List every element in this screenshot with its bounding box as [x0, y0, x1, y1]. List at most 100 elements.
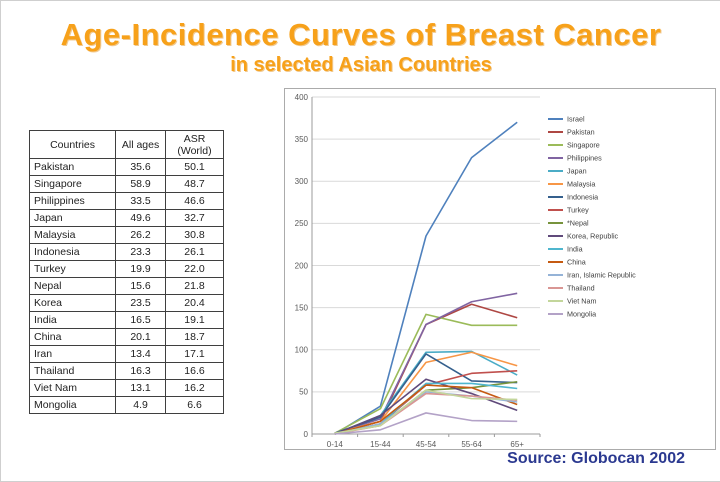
table-row: Indonesia 23.3 26.1 — [28, 243, 225, 261]
age-incidence-line-chart: 0 50 100 150 200 250 300 350 400 0-14 15-44 45-54 55… — [295, 93, 636, 449]
cell-all-ages: 23.5 — [115, 294, 166, 312]
table-row: Thailand 16.3 16.6 — [28, 362, 225, 380]
cell-all-ages: 13.4 — [115, 345, 166, 363]
table-row: Singapore 58.9 48.7 — [28, 175, 225, 193]
table-row: India 16.5 19.1 — [28, 311, 225, 329]
legend-label: Viet Nam — [567, 297, 596, 306]
cell-country: Pakistan — [28, 158, 117, 176]
cell-all-ages: 4.9 — [115, 396, 166, 414]
table-row: Pakistan 35.6 50.1 — [28, 158, 225, 176]
x-axis-tick-label: 45-54 — [416, 440, 437, 449]
cell-asr: 22.0 — [164, 260, 225, 278]
series-line-singapore — [334, 313, 518, 434]
x-axis-tick-label: 65+ — [510, 440, 524, 449]
table-row: Viet Nam 13.1 16.2 — [28, 379, 225, 397]
legend-label: Singapore — [567, 141, 600, 150]
cell-asr: 18.7 — [164, 328, 225, 346]
cell-all-ages: 58.9 — [115, 175, 166, 193]
cell-all-ages: 33.5 — [115, 192, 166, 210]
cell-all-ages: 16.3 — [115, 362, 166, 380]
series-line-philippines — [334, 292, 518, 434]
x-axis-tick-label: 55-64 — [461, 440, 482, 449]
y-axis-tick-label: 350 — [295, 135, 309, 144]
legend-label: Japan — [567, 167, 587, 176]
cell-country: Korea — [28, 294, 117, 312]
cell-asr: 19.1 — [164, 311, 225, 329]
cell-asr: 6.6 — [164, 396, 225, 414]
table-row: Korea 23.5 20.4 — [28, 294, 225, 312]
y-axis-tick-label: 400 — [295, 93, 309, 102]
cell-country: Singapore — [28, 175, 117, 193]
incidence-table: Countries All ages ASR (World) Pakistan 3… — [28, 130, 225, 414]
table-header-asr: ASR (World) — [164, 130, 225, 159]
source-caption: Source: Globocan 2002 — [507, 450, 685, 467]
table-row: Japan 49.6 32.7 — [28, 209, 225, 227]
legend-label: China — [567, 258, 586, 267]
cell-all-ages: 26.2 — [115, 226, 166, 244]
cell-asr: 30.8 — [164, 226, 225, 244]
cell-asr: 46.6 — [164, 192, 225, 210]
series-line-china — [334, 384, 518, 435]
page-subtitle: in selected Asian Countries — [230, 54, 492, 76]
legend-label: *Nepal — [567, 219, 589, 228]
cell-country: China — [28, 328, 117, 346]
series-line-viet-nam — [334, 389, 518, 434]
cell-all-ages: 15.6 — [115, 277, 166, 295]
legend-label: Malaysia — [567, 180, 595, 189]
cell-all-ages: 35.6 — [115, 158, 166, 176]
cell-all-ages: 13.1 — [115, 379, 166, 397]
cell-all-ages: 19.9 — [115, 260, 166, 278]
cell-asr: 48.7 — [164, 175, 225, 193]
y-axis-tick-label: 100 — [295, 346, 309, 355]
table-row: Nepal 15.6 21.8 — [28, 277, 225, 295]
cell-country: Viet Nam — [28, 379, 117, 397]
y-axis-tick-label: 0 — [304, 430, 309, 439]
table-row: Mongolia 4.9 6.6 — [28, 396, 225, 414]
legend-label: India — [567, 245, 583, 254]
legend-label: Mongolia — [567, 310, 596, 319]
cell-country: Philippines — [28, 192, 117, 210]
legend-label: Israel — [567, 115, 585, 124]
y-axis-tick-label: 50 — [299, 388, 308, 397]
legend-label: Turkey — [567, 206, 589, 215]
cell-country: India — [28, 311, 117, 329]
table-row: Philippines 33.5 46.6 — [28, 192, 225, 210]
cell-country: Turkey — [28, 260, 117, 278]
y-axis-tick-label: 300 — [295, 177, 309, 186]
table-row: China 20.1 18.7 — [28, 328, 225, 346]
cell-all-ages: 49.6 — [115, 209, 166, 227]
legend-label: Indonesia — [567, 193, 598, 202]
cell-country: Iran — [28, 345, 117, 363]
cell-asr: 50.1 — [164, 158, 225, 176]
series-line-israel — [334, 121, 518, 435]
y-axis-tick-label: 150 — [295, 303, 309, 312]
series-line-mongolia — [334, 412, 518, 435]
x-axis-tick-label: 15-44 — [370, 440, 391, 449]
cell-asr: 26.1 — [164, 243, 225, 261]
cell-country: Japan — [28, 209, 117, 227]
table-header-countries: Countries — [28, 130, 117, 159]
table-row: Malaysia 26.2 30.8 — [28, 226, 225, 244]
y-axis-tick-label: 250 — [295, 219, 309, 228]
cell-asr: 32.7 — [164, 209, 225, 227]
legend-label: Korea, Republic — [567, 232, 619, 241]
cell-all-ages: 16.5 — [115, 311, 166, 329]
legend-label: Thailand — [567, 284, 595, 293]
cell-asr: 17.1 — [164, 345, 225, 363]
page-title: Age-Incidence Curves of Breast Cancer — [60, 17, 662, 52]
table-row: Turkey 19.9 22.0 — [28, 260, 225, 278]
chart-container: 0 50 100 150 200 250 300 350 400 0-14 15-44 45-54 55… — [284, 88, 716, 450]
cell-country: Mongolia — [28, 396, 117, 414]
cell-asr: 16.6 — [164, 362, 225, 380]
cell-country: Nepal — [28, 277, 117, 295]
table-header-row: Countries All ages ASR (World) — [28, 130, 225, 159]
table-row: Iran 13.4 17.1 — [28, 345, 225, 363]
legend-label: Philippines — [567, 154, 602, 163]
cell-country: Thailand — [28, 362, 117, 380]
cell-asr: 21.8 — [164, 277, 225, 295]
cell-asr: 16.2 — [164, 379, 225, 397]
cell-all-ages: 20.1 — [115, 328, 166, 346]
cell-country: Malaysia — [28, 226, 117, 244]
cell-country: Indonesia — [28, 243, 117, 261]
x-axis-tick-label: 0-14 — [327, 440, 344, 449]
